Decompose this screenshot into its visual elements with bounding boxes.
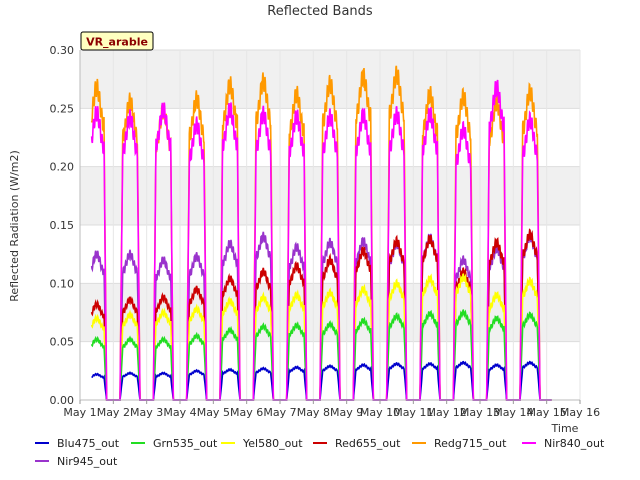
legend-label: Blu475_out xyxy=(57,437,120,450)
x-tick-label: May 5 xyxy=(197,406,230,419)
x-tick-label: May 8 xyxy=(297,406,330,419)
x-tick-label: May 2 xyxy=(97,406,130,419)
badge-label: VR_arable xyxy=(86,36,148,49)
legend: Blu475_out Grn535_out Yel580_out Red655_out… xyxy=(35,437,605,468)
y-tick-label: 0.00 xyxy=(50,394,75,407)
legend-item-nir945_out: Nir945_out xyxy=(35,455,118,468)
axes xyxy=(79,50,580,401)
x-tick-label: May 7 xyxy=(263,406,296,419)
legend-item-blu475_out: Blu475_out xyxy=(35,437,120,450)
plot-band xyxy=(80,166,580,225)
legend-item-yel580_out: Yel580_out xyxy=(221,437,303,450)
x-tick-label: May 13 xyxy=(460,406,500,419)
y-tick-label: 0.05 xyxy=(50,336,75,349)
legend-item-red655_out: Red655_out xyxy=(313,437,401,450)
legend-label: Nir945_out xyxy=(57,455,118,468)
y-axis-ticks: 0.00 0.05 0.10 0.15 0.20 0.25 0.30 xyxy=(50,44,75,407)
x-tick-label: May 15 xyxy=(527,406,567,419)
legend-label: Grn535_out xyxy=(153,437,218,450)
x-tick-label: May 10 xyxy=(360,406,400,419)
x-tick-label: May 12 xyxy=(427,406,467,419)
legend-item-redg715_out: Redg715_out xyxy=(412,437,507,450)
x-tick-label: May 4 xyxy=(163,406,196,419)
legend-label: Redg715_out xyxy=(434,437,507,450)
y-tick-label: 0.20 xyxy=(50,161,75,174)
dataset-badge: VR_arable xyxy=(80,31,154,51)
chart-title: Reflected Bands xyxy=(267,4,373,19)
x-tick-label: May 3 xyxy=(130,406,163,419)
x-tick-label: May 9 xyxy=(330,406,363,419)
y-tick-label: 0.30 xyxy=(50,44,75,57)
x-tick-label: May 14 xyxy=(493,406,533,419)
x-axis-ticks: May 1 May 2 May 3 May 4 May 5 May 6 May 7 May 8… xyxy=(63,400,600,419)
y-axis-label: Reflected Radiation (W/m2) xyxy=(8,150,21,302)
y-tick-label: 0.10 xyxy=(50,277,75,290)
x-tick-label: May 11 xyxy=(393,406,433,419)
y-tick-label: 0.15 xyxy=(50,219,75,232)
x-tick-label: May 1 xyxy=(63,406,96,419)
legend-label: Yel580_out xyxy=(242,437,303,450)
x-axis-label: Time xyxy=(551,422,579,435)
badge-box xyxy=(80,31,154,51)
y-tick-label: 0.25 xyxy=(50,102,75,115)
legend-label: Nir840_out xyxy=(544,437,605,450)
legend-item-grn535_out: Grn535_out xyxy=(131,437,218,450)
x-tick-label: May 6 xyxy=(230,406,263,419)
x-tick-label: May 16 xyxy=(560,406,600,419)
legend-item-nir840_out: Nir840_out xyxy=(522,437,605,450)
legend-label: Red655_out xyxy=(335,437,401,450)
